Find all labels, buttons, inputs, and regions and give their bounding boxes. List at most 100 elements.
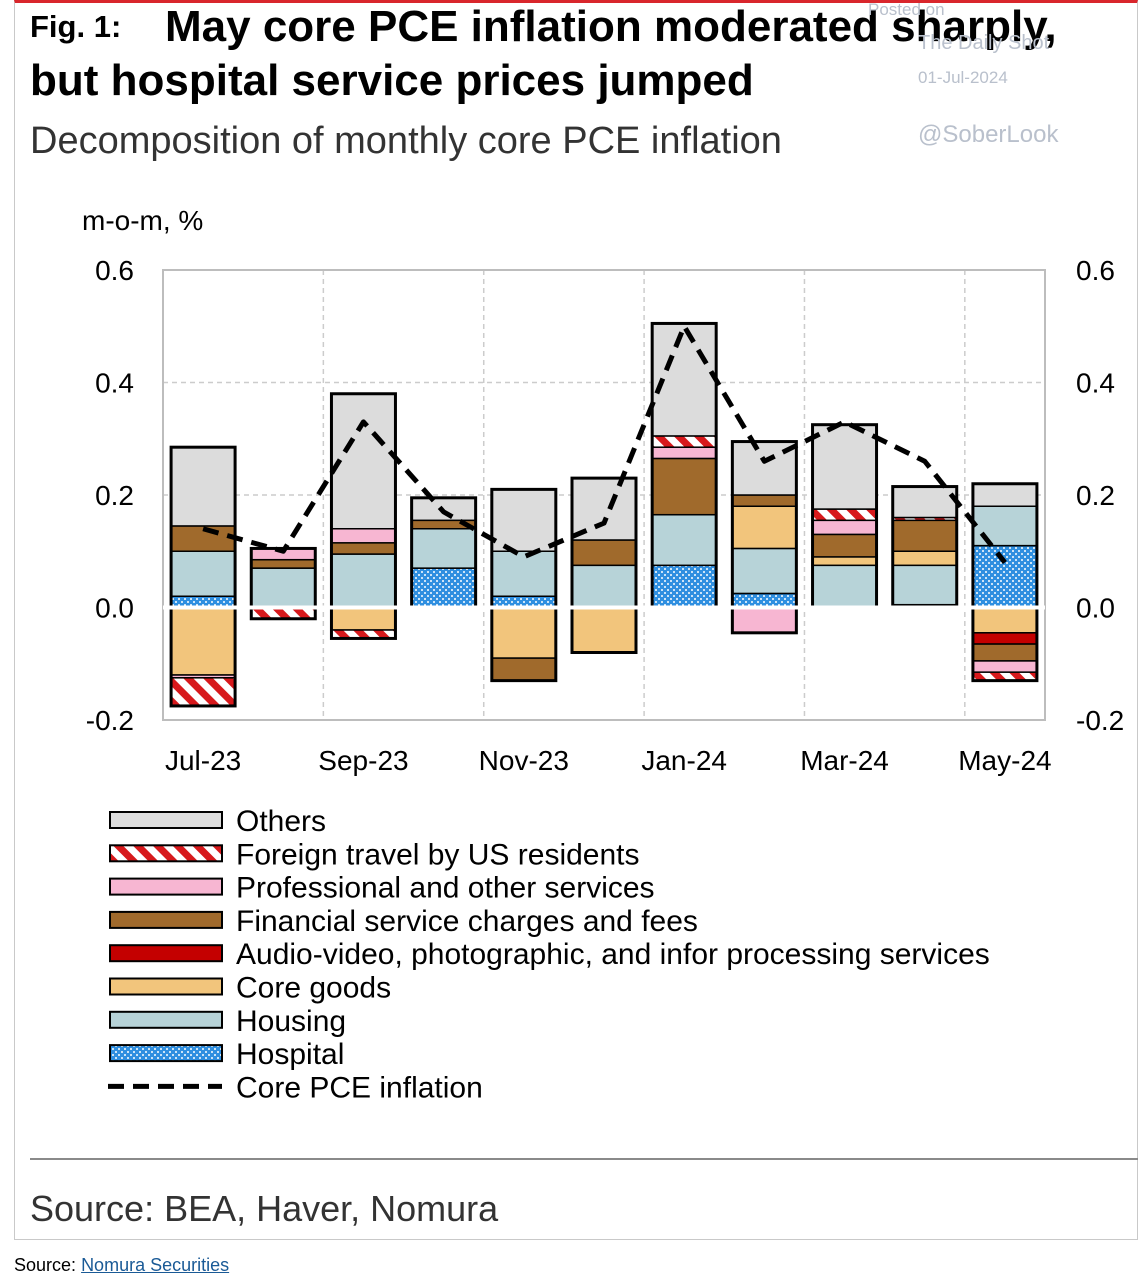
watermark-handle: @SoberLook — [918, 121, 1059, 148]
bar-segment-financial — [972, 643, 1038, 662]
bar-segment-others — [491, 488, 557, 552]
bar-segment-hospital — [410, 567, 477, 609]
bar-segment-financial — [731, 494, 798, 507]
core-pce-chart: m-o-m, % 0.6 0.6 0.4 0.4 0.2 0.2 0.0 0.0 -0.2 -0.… — [82, 205, 1124, 1104]
bar-segment-professional — [972, 660, 1038, 673]
bar-segment-core-goods — [972, 606, 1038, 634]
y-tick-left: 0.2 — [95, 480, 134, 511]
y-axis-unit-label: m-o-m, % — [82, 205, 203, 236]
bar-segment-housing — [330, 553, 397, 609]
legend-label-professional: Professional and other services — [236, 872, 655, 905]
x-tick-label: Jan-24 — [641, 745, 727, 776]
bar-segment-foreign-travel — [170, 677, 236, 707]
figure-frame — [14, 0, 1138, 1240]
bar-segment-core-goods — [330, 606, 397, 631]
x-tick-label: Jul-23 — [165, 745, 241, 776]
x-tick-label: Sep-23 — [318, 745, 408, 776]
bar-segment-others — [170, 446, 236, 527]
bar-segment-professional — [731, 606, 798, 634]
bar-segment-housing — [651, 513, 717, 567]
figure-number: Fig. 1: — [30, 9, 122, 44]
bar-segment-professional — [651, 446, 717, 460]
watermark-posted-on: Posted on — [868, 0, 945, 19]
chart-source: Source: BEA, Haver, Nomura — [30, 1188, 499, 1229]
y-tick-right: 0.4 — [1076, 368, 1115, 399]
bar-segment-professional — [811, 519, 878, 536]
legend-label-audio-video: Audio-video, photographic, and infor pro… — [236, 938, 990, 971]
y-tick-right: 0.6 — [1076, 255, 1115, 286]
x-tick-label: May-24 — [958, 745, 1051, 776]
bar-segment-core-goods — [491, 606, 557, 659]
bar-outline — [169, 445, 237, 708]
bar-segment-core-goods — [811, 556, 878, 567]
bar-segment-core-goods — [170, 606, 236, 676]
bar-outline — [971, 482, 1039, 683]
bar-segment-hospital — [731, 592, 798, 609]
line-layer — [202, 323, 1007, 565]
bar-segment-others — [891, 485, 958, 519]
bar-segment-housing — [571, 564, 637, 609]
core-pce-line — [202, 323, 1007, 565]
bar-segment-professional — [330, 528, 397, 544]
x-tick-label: Nov-23 — [479, 745, 569, 776]
legend-label-housing: Housing — [236, 1005, 346, 1038]
bar-segment-financial — [250, 558, 317, 569]
bar-segment-housing — [250, 567, 317, 609]
y-tick-left: 0.6 — [95, 255, 134, 286]
bar-segment-financial — [491, 657, 557, 682]
bar-segment-foreign-travel — [651, 435, 717, 448]
legend-swatch-hospital — [109, 1044, 223, 1063]
legend-swatch-financial — [109, 910, 223, 929]
bar-segment-housing — [811, 564, 878, 609]
page-source: Source: Nomura Securities — [14, 1255, 229, 1276]
bar-segment-core-goods — [731, 505, 798, 550]
legend-swatch-others — [109, 811, 223, 829]
bar-segment-housing — [170, 550, 236, 597]
legend-label-line: Core PCE inflation — [236, 1071, 483, 1104]
legend-swatch-foreign-travel — [109, 844, 223, 863]
plot-frame — [162, 269, 1046, 721]
axis-layer: m-o-m, % 0.6 0.6 0.4 0.4 0.2 0.2 0.0 0.0 -0.2 -0.… — [82, 205, 1124, 776]
bar-segment-financial — [571, 539, 637, 567]
bar-segment-housing — [410, 528, 477, 569]
footer-divider — [30, 1158, 1138, 1160]
chart-title-line-1: May core PCE inflation moderated sharply… — [165, 2, 1057, 51]
bar-segment-core-goods — [891, 550, 958, 567]
bar-segment-financial — [811, 533, 878, 558]
bar-segment-foreign-travel — [811, 508, 878, 522]
bars-layer — [163, 321, 1045, 708]
page-source-link[interactable]: Nomura Securities — [81, 1255, 230, 1275]
bar-segment-financial — [651, 457, 717, 516]
bar-segment-hospital — [972, 544, 1038, 609]
bar-segment-housing — [731, 547, 798, 595]
bar-segment-others — [972, 483, 1038, 507]
bar-outline — [570, 476, 638, 654]
legend-label-foreign-travel: Foreign travel by US residents — [236, 838, 640, 871]
y-tick-right: 0.0 — [1076, 593, 1115, 624]
bar-segment-housing — [491, 550, 557, 597]
legend-label-hospital: Hospital — [236, 1038, 344, 1071]
legend-swatch-professional — [109, 877, 223, 896]
legend-swatch-audio-video — [109, 944, 223, 963]
legend-swatch-core-goods — [109, 977, 223, 996]
bar-segment-audio-video — [972, 632, 1038, 645]
bar-segment-financial — [891, 519, 958, 552]
bar-outline — [730, 440, 798, 635]
bar-outline — [329, 392, 397, 640]
y-tick-left: 0.4 — [95, 368, 134, 399]
watermark-date: 01-Jul-2024 — [918, 68, 1008, 87]
bar-segment-housing — [891, 564, 958, 606]
y-tick-right: -0.2 — [1076, 705, 1124, 736]
bar-segment-others — [811, 423, 878, 510]
bar-segment-housing — [972, 505, 1038, 547]
chart-subtitle: Decomposition of monthly core PCE inflat… — [30, 120, 782, 162]
bar-outline — [490, 487, 558, 683]
bar-segment-core-goods — [571, 606, 637, 654]
bar-segment-hospital — [651, 564, 717, 609]
legend-label-core-goods: Core goods — [236, 972, 391, 1005]
legend-label-financial: Financial service charges and fees — [236, 905, 698, 938]
bar-segment-financial — [330, 542, 397, 555]
y-tick-right: 0.2 — [1076, 480, 1115, 511]
page-source-label: Source: — [14, 1255, 77, 1275]
